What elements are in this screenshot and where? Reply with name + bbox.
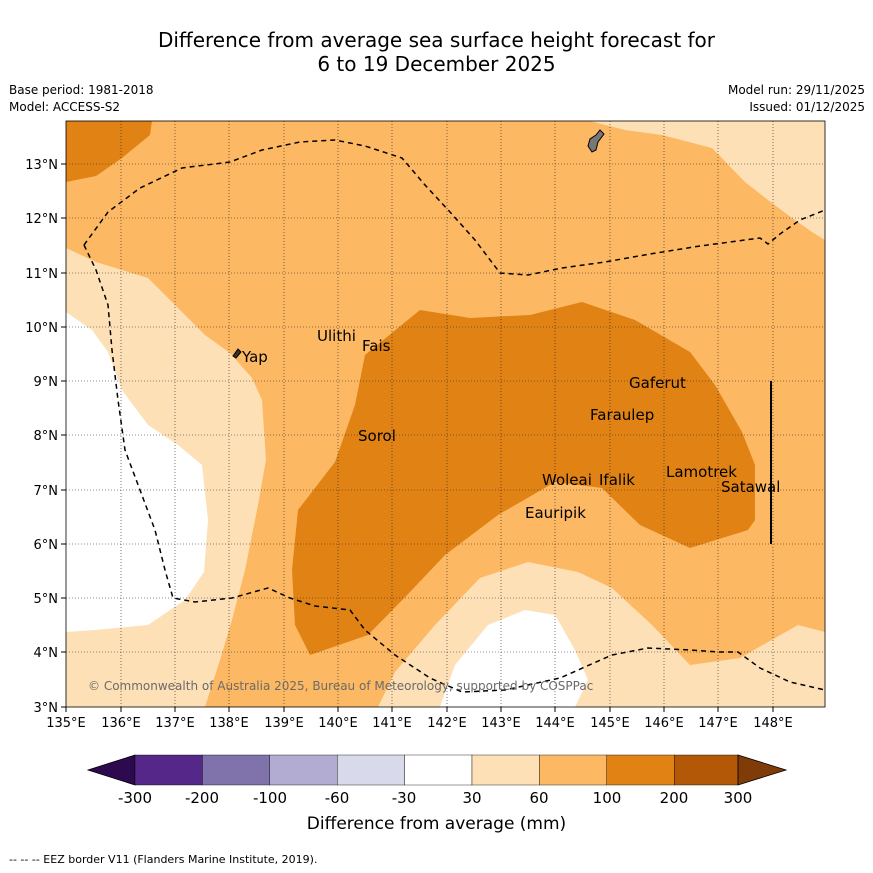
lon-label: 144°E bbox=[535, 716, 575, 731]
lon-label: 135°E bbox=[46, 716, 86, 731]
metadata-right: Model run: 29/11/2025 Issued: 01/12/2025 bbox=[728, 82, 865, 116]
lon-label: 148°E bbox=[753, 716, 793, 731]
lon-labels: 135°E 136°E 137°E 138°E 139°E 140°E 141°… bbox=[46, 716, 793, 731]
lat-label: 11°N bbox=[25, 267, 58, 282]
place-labels: Ulithi Fais Yap Gaferut Faraulep Sorol L… bbox=[241, 327, 780, 522]
colorbar-segment bbox=[606, 754, 675, 786]
colorbar-title: Difference from average (mm) bbox=[306, 814, 567, 834]
lon-label: 142°E bbox=[427, 716, 467, 731]
fill-100-200-central bbox=[292, 302, 755, 655]
eez-border bbox=[83, 139, 825, 693]
lon-label: 143°E bbox=[481, 716, 521, 731]
lat-label: 7°N bbox=[34, 484, 59, 499]
fill-below-30-west bbox=[66, 312, 208, 632]
title-line-2: 6 to 19 December 2025 bbox=[317, 52, 556, 76]
colorbar-tick: 300 bbox=[724, 789, 753, 807]
colorbar-tick: -60 bbox=[325, 789, 350, 807]
place-gaferut: Gaferut bbox=[629, 374, 686, 392]
lat-label: 3°N bbox=[34, 701, 59, 716]
fill-below-30-south bbox=[440, 610, 588, 707]
guam-island bbox=[587, 129, 605, 153]
colorbar-tick: -30 bbox=[392, 789, 417, 807]
place-fais: Fais bbox=[362, 337, 391, 355]
map-frame bbox=[65, 120, 826, 708]
colorbar-segment bbox=[674, 754, 739, 786]
colorbar-segment bbox=[202, 754, 270, 786]
lat-label: 8°N bbox=[34, 429, 59, 444]
colorbar-tick: 100 bbox=[593, 789, 622, 807]
colorbar-tick: -200 bbox=[185, 789, 219, 807]
gridlines bbox=[66, 121, 825, 707]
fill-100-200-northwest bbox=[66, 121, 152, 182]
lon-label: 139°E bbox=[264, 716, 304, 731]
place-yap: Yap bbox=[241, 348, 268, 366]
colorbar-segment bbox=[404, 754, 473, 786]
lon-label: 138°E bbox=[209, 716, 249, 731]
colorbar: -300 -200 -100 -60 -30 30 60 100 200 300 bbox=[86, 754, 788, 807]
lat-label: 5°N bbox=[34, 592, 59, 607]
place-eauripik: Eauripik bbox=[525, 504, 586, 522]
lat-label: 10°N bbox=[25, 321, 58, 336]
colorbar-tick: 30 bbox=[462, 789, 481, 807]
colorbar-segment bbox=[539, 754, 608, 786]
lon-label: 147°E bbox=[698, 716, 738, 731]
colorbar-tick: -100 bbox=[253, 789, 287, 807]
lon-label: 146°E bbox=[644, 716, 684, 731]
colorbar-segment bbox=[471, 754, 540, 786]
place-lamotrek: Lamotrek bbox=[666, 463, 737, 481]
lat-label: 4°N bbox=[34, 646, 59, 661]
colorbar-tick: 60 bbox=[529, 789, 548, 807]
lat-label: 9°N bbox=[34, 375, 59, 390]
colorbar-extend-low bbox=[86, 754, 136, 786]
place-sorol: Sorol bbox=[358, 427, 396, 445]
contour-fills bbox=[66, 121, 825, 707]
copyright-notice: © Commonwealth of Australia 2025, Bureau… bbox=[88, 679, 593, 693]
lat-axis bbox=[61, 163, 66, 708]
metadata-left: Base period: 1981-2018 Model: ACCESS-S2 bbox=[9, 82, 154, 116]
model-run: Model run: 29/11/2025 bbox=[727, 83, 865, 97]
lon-label: 136°E bbox=[101, 716, 141, 731]
place-ulithi: Ulithi bbox=[317, 327, 356, 345]
lat-label: 6°N bbox=[34, 538, 59, 553]
eez-legend-note: -- -- -- EEZ border V11 (Flanders Marine… bbox=[9, 853, 318, 866]
lon-label: 145°E bbox=[590, 716, 630, 731]
map-title: Difference from average sea surface heig… bbox=[0, 28, 873, 76]
colorbar-segment bbox=[134, 754, 203, 786]
colorbar-segment bbox=[269, 754, 338, 786]
colorbar-segment bbox=[337, 754, 405, 786]
yap-island bbox=[232, 348, 242, 359]
place-ifalik: Ifalik bbox=[599, 471, 635, 489]
issued-date: Issued: 01/12/2025 bbox=[749, 100, 865, 114]
base-period: Base period: 1981-2018 bbox=[9, 83, 154, 97]
lon-label: 141°E bbox=[372, 716, 412, 731]
lon-label: 140°E bbox=[318, 716, 358, 731]
title-line-1: Difference from average sea surface heig… bbox=[157, 28, 716, 52]
colorbar-tick: -300 bbox=[118, 789, 152, 807]
lon-label: 137°E bbox=[155, 716, 195, 731]
fill-30-60-northeast bbox=[590, 121, 825, 240]
place-faraulep: Faraulep bbox=[590, 406, 654, 424]
colorbar-extend-high bbox=[737, 754, 788, 786]
model-name: Model: ACCESS-S2 bbox=[9, 100, 121, 114]
lat-label: 13°N bbox=[25, 158, 58, 173]
place-satawal: Satawal bbox=[721, 478, 780, 496]
colorbar-tick: 200 bbox=[660, 789, 689, 807]
lat-labels: 13°N 12°N 11°N 10°N 9°N 8°N 7°N 6°N 5°N … bbox=[25, 158, 58, 716]
lon-axis bbox=[65, 707, 774, 712]
lat-label: 12°N bbox=[25, 212, 58, 227]
place-woleai: Woleai bbox=[542, 471, 592, 489]
